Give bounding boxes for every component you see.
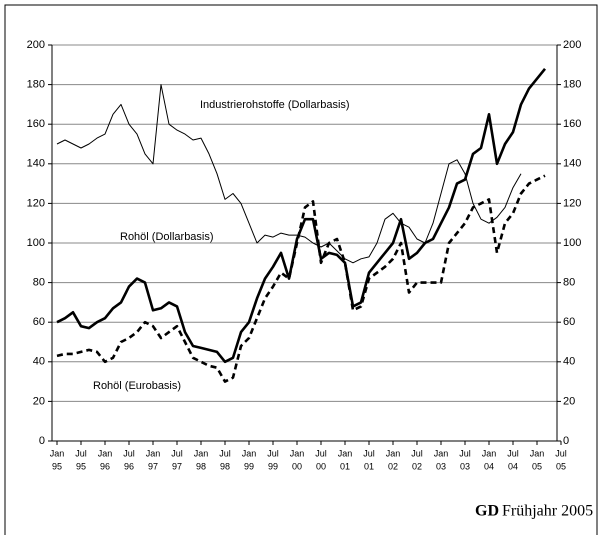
y-tick-label: 80: [33, 277, 45, 289]
x-tick-label: 98: [220, 461, 230, 471]
y2-tick-label: 120: [563, 197, 581, 209]
y2-tick-label: 20: [563, 395, 575, 407]
x-tick-label: Jul: [411, 448, 423, 458]
x-tick-label: Jul: [123, 448, 135, 458]
x-tick-label: 03: [436, 461, 446, 471]
x-tick-label: Jul: [75, 448, 87, 458]
y-tick-label: 40: [33, 356, 45, 368]
x-tick-label: Jan: [50, 448, 65, 458]
y2-tick-label: 100: [563, 237, 581, 249]
y2-tick-label: 80: [563, 277, 575, 289]
y-tick-label: 140: [27, 158, 45, 170]
x-tick-label: Jul: [267, 448, 279, 458]
series-label: Rohöl (Eurobasis): [93, 380, 181, 392]
y2-tick-label: 140: [563, 158, 581, 170]
y2-tick-label: 180: [563, 79, 581, 91]
series-line: [56, 174, 546, 383]
y2-tick-label: 40: [563, 356, 575, 368]
source-text: Frühjahr 2005: [502, 503, 593, 520]
frame: [4, 4, 598, 540]
x-tick-label: Jul: [555, 448, 567, 458]
x-tick-label: Jan: [98, 448, 113, 458]
x-tick-label: 99: [244, 461, 254, 471]
x-tick-label: 03: [460, 461, 470, 471]
x-tick-label: 01: [364, 461, 374, 471]
series-line: [56, 84, 522, 264]
x-tick-label: Jan: [146, 448, 161, 458]
x-tick-label: 96: [124, 461, 134, 471]
x-tick-label: Jul: [507, 448, 519, 458]
x-tick-label: 04: [508, 461, 518, 471]
x-tick-label: 02: [412, 461, 422, 471]
y-tick-label: 20: [33, 395, 45, 407]
x-tick-label: Jan: [434, 448, 449, 458]
x-tick-label: 95: [76, 461, 86, 471]
x-tick-label: 01: [340, 461, 350, 471]
x-tick-label: Jul: [171, 448, 183, 458]
y-tick-label: 100: [27, 237, 45, 249]
source-bold: GD: [475, 503, 499, 520]
y-tick-label: 60: [33, 316, 45, 328]
x-tick-label: Jul: [459, 448, 471, 458]
x-tick-label: Jan: [530, 448, 545, 458]
x-tick-label: Jul: [363, 448, 375, 458]
y2-tick-label: 200: [563, 39, 581, 51]
x-tick-label: Jan: [290, 448, 305, 458]
series-line: [56, 67, 547, 364]
y-tick-label: 180: [27, 79, 45, 91]
x-tick-label: 05: [532, 461, 542, 471]
x-tick-label: Jan: [386, 448, 401, 458]
series-label: Industrierohstoffe (Dollarbasis): [200, 99, 350, 111]
series-label: Rohöl (Dollarbasis): [120, 231, 214, 243]
x-tick-label: Jan: [482, 448, 497, 458]
y2-tick-label: 60: [563, 316, 575, 328]
x-tick-label: 96: [100, 461, 110, 471]
y-tick-label: 200: [27, 39, 45, 51]
x-tick-label: 97: [172, 461, 182, 471]
x-tick-label: Jan: [242, 448, 257, 458]
x-tick-label: 02: [388, 461, 398, 471]
x-tick-label: 99: [268, 461, 278, 471]
x-tick-label: 00: [316, 461, 326, 471]
y-tick-label: 0: [39, 435, 45, 447]
x-tick-label: 97: [148, 461, 158, 471]
x-tick-label: 04: [484, 461, 494, 471]
y2-tick-label: 0: [563, 435, 569, 447]
x-tick-label: 00: [292, 461, 302, 471]
x-tick-label: Jan: [194, 448, 209, 458]
x-tick-label: Jul: [219, 448, 231, 458]
y2-tick-label: 160: [563, 118, 581, 130]
x-tick-label: 05: [556, 461, 566, 471]
y-tick-label: 120: [27, 197, 45, 209]
x-tick-label: Jul: [315, 448, 327, 458]
x-tick-label: 95: [52, 461, 62, 471]
x-tick-label: 98: [196, 461, 206, 471]
x-tick-label: Jan: [338, 448, 353, 458]
y-tick-label: 160: [27, 118, 45, 130]
